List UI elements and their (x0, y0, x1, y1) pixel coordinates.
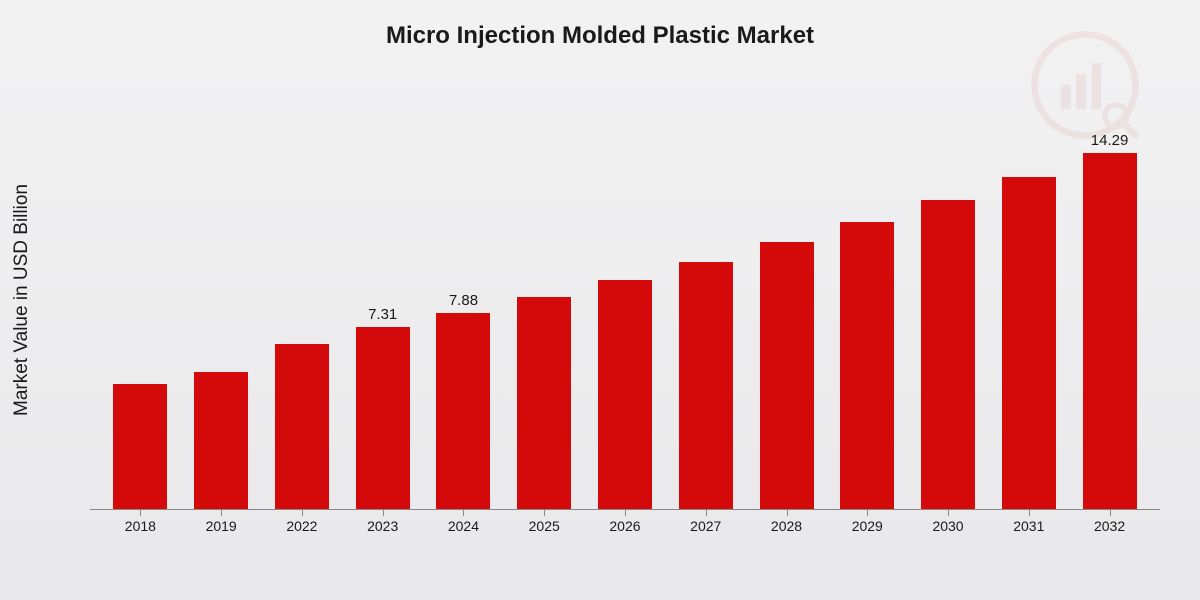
bar-wrap: 7.88 (423, 110, 504, 509)
bar-value-label: 7.88 (449, 292, 478, 309)
bar-wrap (988, 110, 1069, 509)
x-tick-label: 2031 (988, 510, 1069, 540)
bar-wrap (262, 110, 343, 509)
bar-wrap: 14.29 (1069, 110, 1150, 509)
bar-wrap (100, 110, 181, 509)
bar (679, 262, 733, 509)
bar (356, 327, 410, 509)
bar-wrap (827, 110, 908, 509)
bar (436, 313, 490, 510)
bar-wrap: 7.31 (342, 110, 423, 509)
x-tick-label: 2030 (908, 510, 989, 540)
x-tick-label: 2025 (504, 510, 585, 540)
y-axis-label: Market Value in USD Billion (11, 184, 33, 416)
bar (921, 200, 975, 509)
bar (598, 280, 652, 509)
x-tick-label: 2024 (423, 510, 504, 540)
bar (1083, 153, 1137, 509)
bar-wrap (746, 110, 827, 509)
plot-region: 7.31 7.88 14.29 (90, 110, 1160, 510)
bar-wrap (908, 110, 989, 509)
bar (840, 222, 894, 509)
chart-area: 7.317.8814.29 20182019202220232024202520… (90, 110, 1160, 540)
bar (275, 344, 329, 509)
bar-value-label: 7.31 (368, 306, 397, 323)
x-tick-label: 2029 (827, 510, 908, 540)
x-tick-label: 2022 (262, 510, 343, 540)
bar-wrap (504, 110, 585, 509)
bar-wrap (585, 110, 666, 509)
bar (1002, 177, 1056, 509)
x-tick-label: 2026 (585, 510, 666, 540)
x-tick-label: 2028 (746, 510, 827, 540)
x-tick-label: 2027 (665, 510, 746, 540)
bar (113, 384, 167, 509)
bar-wrap (181, 110, 262, 509)
bar-value-label: 14.29 (1091, 132, 1129, 149)
chart-title: Micro Injection Molded Plastic Market (0, 0, 1200, 50)
x-tick-label: 2018 (100, 510, 181, 540)
x-tick-label: 2023 (342, 510, 423, 540)
bar (517, 297, 571, 509)
x-tick-label: 2032 (1069, 510, 1150, 540)
bar (194, 372, 248, 509)
x-tick-label: 2019 (181, 510, 262, 540)
bars-container: 7.31 7.88 14.29 (90, 110, 1160, 509)
bar-wrap (665, 110, 746, 509)
bar (760, 242, 814, 509)
x-axis: 2018201920222023202420252026202720282029… (90, 510, 1160, 540)
